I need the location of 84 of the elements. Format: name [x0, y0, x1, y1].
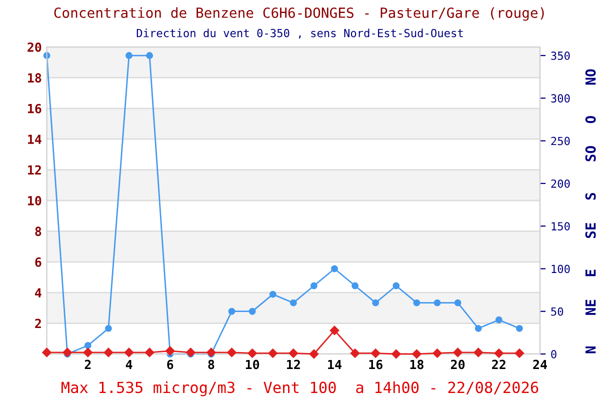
point [392, 282, 400, 290]
x-tick-label: 14 [328, 360, 342, 370]
point [83, 348, 93, 358]
x-tick-label: 8 [208, 360, 214, 370]
point [62, 348, 72, 358]
chart-subtitle: Direction du vent 0-350 , sens Nord-Est-Sud-Ouest [136, 28, 463, 39]
point [288, 348, 298, 358]
point [370, 348, 380, 358]
text: N [585, 346, 596, 354]
point [124, 348, 134, 358]
text: E [585, 270, 596, 276]
point [495, 316, 502, 324]
y-tick-label: 12 [28, 165, 41, 175]
y-tick-label: 14 [28, 134, 42, 144]
point [42, 348, 52, 358]
point [228, 308, 236, 315]
y2-tick-label: 150 [552, 222, 570, 230]
x-tick-label: 6 [167, 360, 174, 370]
point [84, 342, 92, 349]
point [248, 308, 256, 315]
x-tick-label: 22 [492, 360, 506, 370]
y-tick-label: 6 [35, 257, 42, 267]
point [290, 299, 297, 306]
text: Max 1.535 microg/m3 - Vent 100 a 14h00 - 22/08/2026 [62, 381, 538, 396]
x-tick-label: 2 [84, 360, 91, 370]
text: SE [585, 223, 596, 238]
y-tick-label: 20 [28, 42, 42, 52]
point [514, 348, 524, 358]
point [269, 290, 276, 298]
y2-tick-label: 0 [551, 350, 556, 358]
point [352, 282, 359, 290]
point [434, 299, 441, 306]
y2-tick-label: 300 [551, 94, 570, 103]
y2-tick-label: 250 [551, 136, 570, 146]
point [248, 348, 257, 358]
text: O [585, 116, 596, 124]
point [474, 348, 483, 358]
text: SO [585, 146, 596, 162]
point [227, 348, 236, 358]
point [330, 326, 340, 336]
x-tick-label: 4 [126, 360, 132, 370]
y-tick-label: 16 [28, 104, 42, 114]
point [413, 299, 420, 306]
x-tick-label: 10 [246, 360, 260, 370]
y2-tick-label: 100 [552, 264, 570, 274]
point [309, 349, 319, 359]
point [432, 348, 442, 358]
point [165, 346, 175, 356]
point [126, 52, 132, 59]
point [144, 348, 154, 358]
y2-tick-label: 50 [551, 307, 564, 316]
point [454, 299, 462, 306]
chart-title: Concentration de Benzene C6H6-DONGES - Pasteur/Gare (rouge) [54, 7, 544, 21]
point [186, 348, 196, 358]
y2-tick-label: 350 [551, 52, 570, 60]
point [474, 324, 482, 332]
y-tick-label: 4 [35, 288, 42, 298]
point [392, 349, 401, 359]
y-tick-label: 10 [28, 196, 42, 206]
x-tick-label: 18 [410, 360, 424, 370]
point [494, 348, 504, 358]
point [268, 348, 278, 358]
point [146, 52, 154, 59]
text: NO [585, 69, 596, 85]
point [206, 348, 216, 358]
point [516, 324, 523, 332]
x-tick-label: 16 [369, 360, 382, 370]
point [453, 348, 462, 358]
y-tick-label: 8 [35, 226, 42, 236]
point [310, 282, 318, 290]
point [412, 349, 422, 359]
y-tick-label: 2 [35, 318, 41, 328]
point [104, 348, 114, 358]
y2-tick-label: 200 [551, 179, 570, 188]
point [350, 348, 360, 358]
point [372, 299, 380, 306]
point [104, 324, 112, 332]
x-tick-label: 24 [533, 360, 547, 370]
y-tick-label: 18 [28, 73, 42, 83]
x-tick-label: 20 [450, 360, 465, 370]
text: NE [585, 300, 596, 315]
point [331, 265, 338, 272]
text: S [585, 192, 596, 200]
x-tick-label: 12 [287, 360, 300, 370]
